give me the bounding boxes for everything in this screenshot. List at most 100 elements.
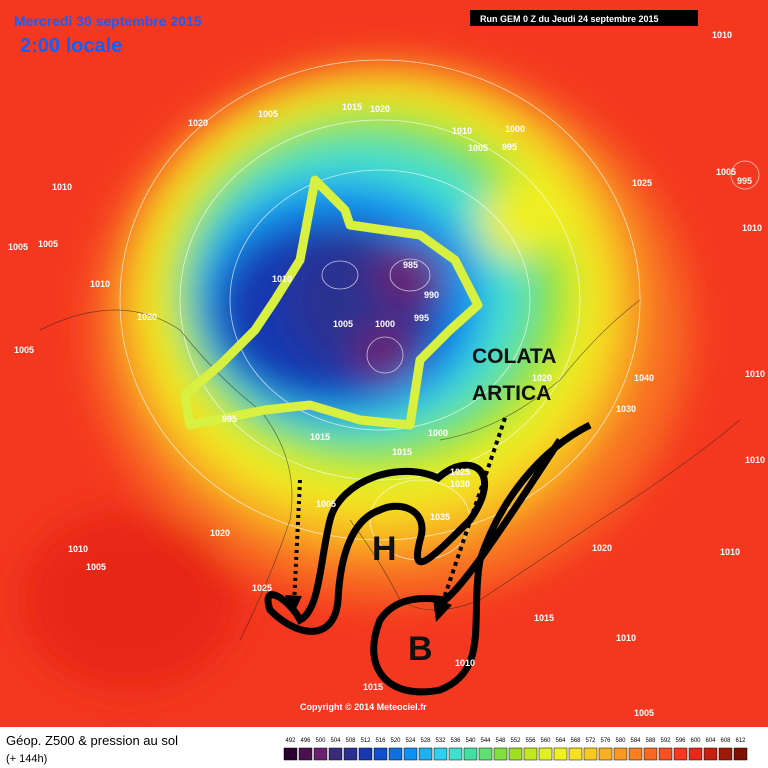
scale-swatch bbox=[703, 747, 718, 761]
cold-air-outline bbox=[180, 175, 483, 430]
scale-swatch bbox=[298, 747, 313, 761]
scale-swatch bbox=[418, 747, 433, 761]
isobar-label: 1010 bbox=[272, 274, 292, 284]
isobar-label: 985 bbox=[403, 260, 418, 270]
isobar-label: 1035 bbox=[430, 512, 450, 522]
isobar-label: 995 bbox=[414, 313, 429, 323]
scale-label: 608 bbox=[720, 738, 731, 744]
scale-label: 520 bbox=[390, 738, 401, 744]
scale-swatch bbox=[643, 747, 658, 761]
field: 1010 1020 1005 1015 1020 1010 1000 1005 995 1025 1… bbox=[0, 0, 768, 727]
scale-swatch bbox=[553, 747, 568, 761]
scale-label: 588 bbox=[645, 738, 656, 744]
isobar-label: 1040 bbox=[634, 373, 654, 383]
scale-label: 528 bbox=[420, 738, 431, 744]
scale-label: 540 bbox=[465, 738, 476, 744]
scale-label: 536 bbox=[450, 738, 461, 744]
scale-swatch bbox=[358, 747, 373, 761]
isobar-label: 995 bbox=[737, 176, 752, 186]
scale-label: 516 bbox=[375, 738, 386, 744]
coastline bbox=[439, 299, 641, 441]
scale-swatch bbox=[538, 747, 553, 761]
scale-swatch bbox=[343, 747, 358, 761]
isobar-label: 1010 bbox=[455, 658, 475, 668]
isobar-label: 1010 bbox=[68, 544, 88, 554]
run: Run GEM 0 Z du Jeudi 24 septembre 2015 bbox=[480, 14, 659, 24]
isobar bbox=[366, 336, 404, 374]
annotation: ARTICA bbox=[472, 382, 551, 405]
isobar-label: 1005 bbox=[8, 242, 28, 252]
date: Mercredi 30 septembre 2015 bbox=[14, 13, 202, 29]
isobar-label: 1010 bbox=[52, 182, 72, 192]
scale-label: 512 bbox=[360, 738, 371, 744]
high-outline bbox=[264, 461, 488, 635]
isobar-label: 1025 bbox=[632, 178, 652, 188]
scale-swatch bbox=[508, 747, 523, 761]
isobar-label: 1005 bbox=[14, 345, 34, 355]
scale-label: 592 bbox=[660, 738, 671, 744]
footer-title: Géop. Z500 & pression au sol bbox=[6, 733, 178, 748]
isobar bbox=[321, 260, 359, 290]
isobar-label: 1005 bbox=[634, 708, 654, 718]
scale-swatch bbox=[673, 747, 688, 761]
scale-swatch bbox=[433, 747, 448, 761]
arrowhead bbox=[433, 598, 452, 622]
scale-swatch bbox=[373, 747, 388, 761]
scale-swatch bbox=[613, 747, 628, 761]
scale-swatch bbox=[718, 747, 733, 761]
isobar-label: 1010 bbox=[742, 223, 762, 233]
scale-swatch bbox=[568, 747, 583, 761]
scale-label: 560 bbox=[540, 738, 551, 744]
copyright: Copyright © 2014 Meteociel.fr bbox=[300, 702, 427, 712]
arrowhead bbox=[285, 595, 302, 615]
isobar-label: 1015 bbox=[363, 682, 383, 692]
scale-swatch bbox=[388, 747, 403, 761]
cold-flow-arrow bbox=[438, 417, 507, 611]
isobar-label: 1020 bbox=[188, 118, 208, 128]
isobar-label: 1005 bbox=[333, 319, 353, 329]
isobar-labels: 1010 1020 1005 1015 1020 1010 1000 1005 995 1025 1… bbox=[8, 30, 765, 718]
isobar-label: 1015 bbox=[392, 447, 412, 457]
scale-swatch bbox=[523, 747, 538, 761]
run-box bbox=[470, 10, 698, 26]
scale-swatch bbox=[733, 747, 748, 761]
scale-swatch bbox=[478, 747, 493, 761]
scale-label: 604 bbox=[705, 738, 716, 744]
scale-label: 500 bbox=[315, 738, 326, 744]
scale-label: 576 bbox=[600, 738, 611, 744]
low-outline bbox=[370, 421, 592, 696]
footer-lead: (+ 144h) bbox=[6, 753, 47, 765]
isobar-label: 1005 bbox=[316, 499, 336, 509]
scale-label: 600 bbox=[690, 738, 701, 744]
isobar-label: 1025 bbox=[252, 583, 272, 593]
isobar-label: 1010 bbox=[745, 369, 765, 379]
scale-label: 496 bbox=[300, 738, 311, 744]
scale-label: 504 bbox=[330, 738, 341, 744]
scale-swatch bbox=[598, 747, 613, 761]
isobar-label: 1015 bbox=[310, 432, 330, 442]
low-label: B bbox=[408, 630, 433, 668]
scale-label: 532 bbox=[435, 738, 446, 744]
scale-swatch bbox=[403, 747, 418, 761]
scale-label: 508 bbox=[345, 738, 356, 744]
contour bbox=[20, 510, 240, 690]
scale-swatch bbox=[448, 747, 463, 761]
scale-swatch bbox=[313, 747, 328, 761]
isobar-label: 1005 bbox=[38, 239, 58, 249]
isobar bbox=[389, 258, 431, 292]
scale-swatch bbox=[658, 747, 673, 761]
isobar-label: 1020 bbox=[210, 528, 230, 538]
isobar-label: 1010 bbox=[90, 279, 110, 289]
isobar-label: 1015 bbox=[342, 102, 362, 112]
scale-swatch bbox=[628, 747, 643, 761]
scale-swatch bbox=[583, 747, 598, 761]
isobar-label: 1010 bbox=[712, 30, 732, 40]
contour bbox=[480, 180, 560, 260]
isobar-label: 1010 bbox=[616, 633, 636, 643]
scale-label: 548 bbox=[495, 738, 506, 744]
isobar-label: 1000 bbox=[375, 319, 395, 329]
scale-label: 492 bbox=[285, 738, 296, 744]
scale-label: 568 bbox=[570, 738, 581, 744]
isobar bbox=[730, 160, 760, 190]
